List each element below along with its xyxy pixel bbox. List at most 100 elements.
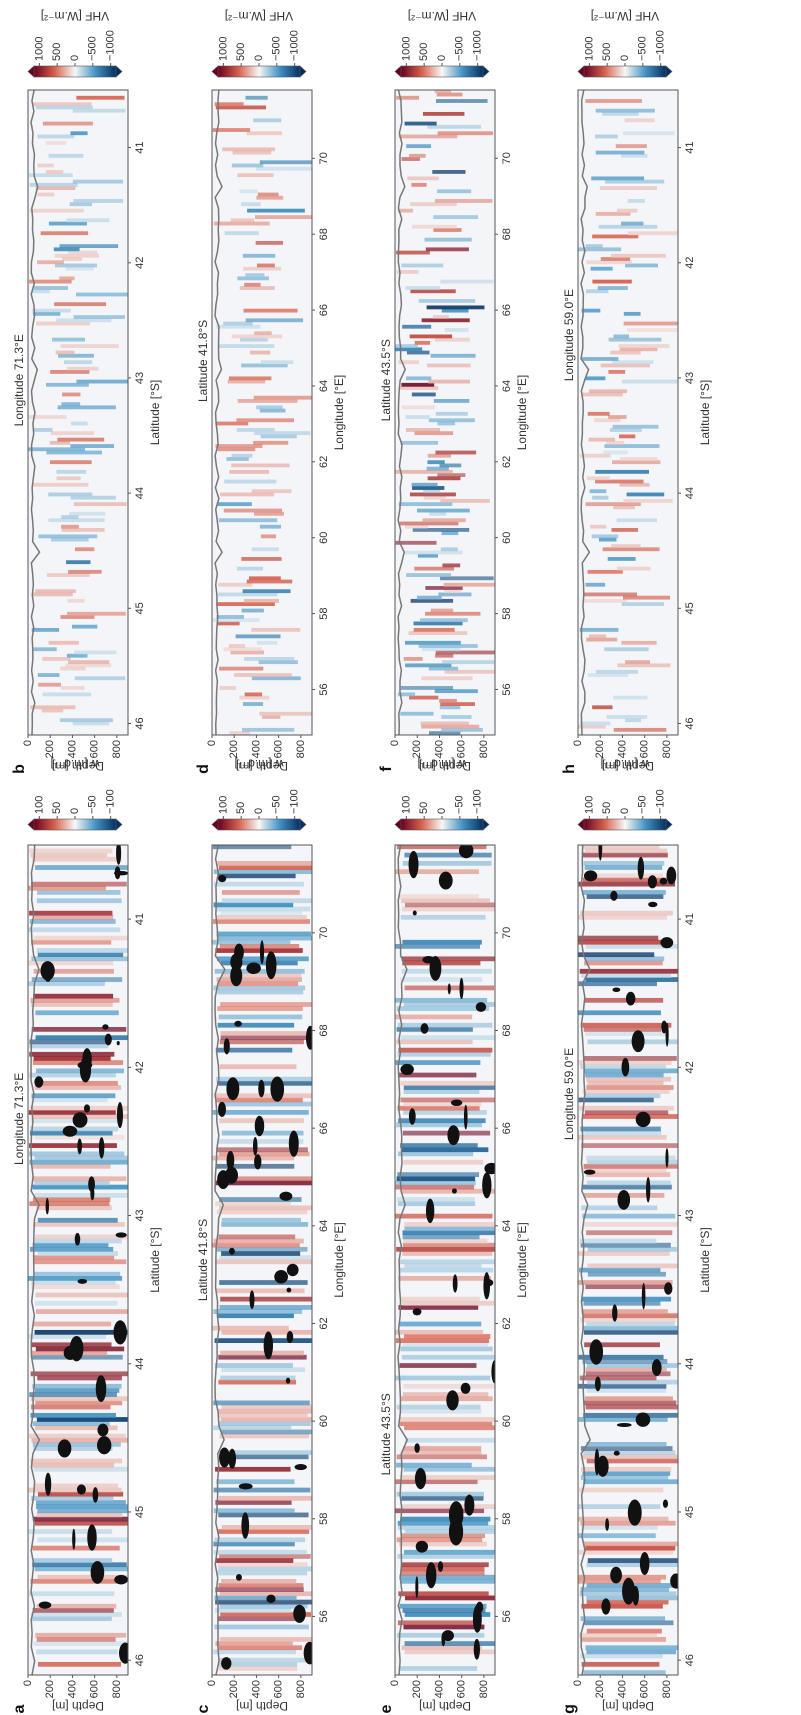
y-tick-label: 200	[594, 740, 606, 758]
field-texture	[400, 711, 434, 716]
field-texture	[400, 1408, 482, 1414]
field-texture	[404, 1649, 495, 1655]
field-texture	[441, 308, 469, 313]
field-texture	[625, 263, 658, 268]
field-texture	[31, 1437, 128, 1443]
colorbar-tick-label: 50	[418, 802, 430, 814]
field-texture	[583, 1479, 678, 1485]
contour-blob	[613, 1450, 620, 1456]
field-texture	[417, 553, 438, 558]
field-texture	[586, 1155, 676, 1161]
field-texture	[401, 382, 435, 387]
field-texture	[218, 981, 299, 987]
field-texture	[219, 1603, 308, 1609]
field-texture	[217, 447, 256, 452]
field-texture	[422, 518, 466, 523]
field-texture	[229, 731, 250, 735]
field-texture	[581, 1661, 660, 1667]
contour-blob	[661, 1020, 668, 1034]
colorbar-tick-label: 0	[436, 808, 448, 814]
field-texture	[611, 527, 638, 532]
contour-blob	[484, 1162, 495, 1175]
field-texture	[50, 460, 92, 465]
field-texture	[396, 1027, 473, 1032]
contour-blob	[238, 1483, 253, 1490]
y-tick-label: 0	[22, 1680, 34, 1686]
colorbar	[33, 818, 117, 831]
field-texture	[395, 1014, 473, 1020]
field-texture	[233, 673, 292, 677]
field-texture	[595, 150, 645, 155]
field-texture	[37, 1251, 119, 1256]
contour-blob	[87, 1524, 97, 1551]
field-texture	[34, 1566, 128, 1572]
field-texture	[584, 1110, 669, 1115]
field-texture	[46, 450, 103, 455]
contour-blob	[447, 1125, 460, 1146]
field-texture	[581, 1466, 672, 1472]
x-tick-label: 62	[501, 456, 513, 468]
field-texture	[583, 1056, 677, 1061]
field-texture	[45, 382, 89, 387]
field-texture	[70, 131, 88, 136]
field-texture	[582, 1089, 670, 1094]
field-texture	[612, 360, 654, 365]
field-texture	[30, 1412, 116, 1418]
colorbar-tick-label: −100	[472, 789, 484, 814]
field-texture	[220, 1429, 312, 1435]
field-texture	[35, 1632, 127, 1638]
contour-blob	[249, 1290, 255, 1310]
y-tick-label: 800	[661, 1680, 673, 1698]
x-tick-label: 43	[134, 1209, 146, 1221]
contour-blob	[641, 1282, 646, 1310]
contour-blob	[420, 1023, 429, 1034]
field-texture	[582, 852, 668, 858]
field-texture	[586, 637, 618, 642]
field-texture	[401, 1450, 482, 1456]
field-texture	[256, 166, 312, 171]
field-texture	[617, 663, 671, 668]
x-tick-label: 70	[501, 927, 513, 939]
colorbar-label: w [m.d⁻¹]	[234, 757, 284, 771]
colorbar-tick-label: −500	[454, 36, 466, 61]
field-texture	[35, 1400, 123, 1406]
field-texture	[587, 1271, 666, 1277]
field-texture	[398, 134, 458, 139]
contour-blob	[98, 1137, 105, 1159]
field-texture	[441, 531, 459, 536]
field-texture	[219, 1591, 312, 1597]
field-texture	[217, 1006, 303, 1011]
field-texture	[406, 428, 441, 432]
field-texture	[237, 173, 274, 178]
field-texture	[427, 453, 451, 458]
field-texture	[585, 99, 642, 103]
field-texture	[396, 250, 430, 255]
contour-blob	[412, 910, 417, 916]
field-texture	[31, 482, 89, 487]
x-tick-label: 60	[318, 1415, 330, 1427]
panel-frame	[577, 844, 679, 1676]
contour-blob	[230, 953, 243, 971]
field-texture	[584, 997, 664, 1003]
contour-blob	[266, 1594, 276, 1603]
field	[578, 845, 678, 1675]
field-texture	[218, 1566, 312, 1572]
x-tick-label: 45	[684, 602, 696, 614]
field-texture	[217, 1570, 308, 1576]
field-texture	[54, 302, 107, 307]
field-texture	[436, 99, 488, 103]
field-texture	[259, 160, 312, 165]
field-texture	[580, 1616, 666, 1622]
field-texture	[616, 518, 658, 523]
field-texture	[585, 1396, 673, 1402]
field-texture	[401, 1504, 495, 1509]
contour-blob	[219, 1447, 230, 1468]
field-texture	[37, 1217, 118, 1223]
field-texture	[254, 431, 311, 436]
colorbar-extend	[665, 65, 673, 78]
field-texture	[416, 595, 442, 600]
field-texture	[34, 935, 128, 941]
field-texture	[30, 1458, 123, 1464]
panel-frame	[27, 89, 129, 736]
field-texture	[623, 321, 678, 326]
